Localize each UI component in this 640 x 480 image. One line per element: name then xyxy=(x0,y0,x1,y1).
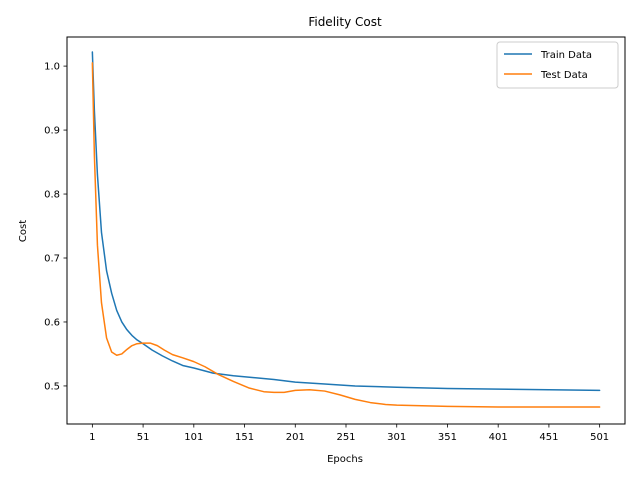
chart-title: Fidelity Cost xyxy=(308,15,382,29)
x-tick-label: 451 xyxy=(539,432,558,443)
x-tick-label: 151 xyxy=(235,432,254,443)
x-tick-label: 301 xyxy=(387,432,406,443)
y-axis: 0.5 0.6 0.7 0.8 0.9 1.0 xyxy=(44,62,67,392)
x-tick-label: 351 xyxy=(438,432,457,443)
y-tick-label: 0.7 xyxy=(44,254,60,265)
y-tick-label: 0.8 xyxy=(44,190,60,201)
series-layer xyxy=(91,51,601,408)
legend-label-1: Train Data xyxy=(540,50,592,61)
x-tick-label: 401 xyxy=(489,432,508,443)
plot-area: 1 51 101 151 201 251 301 351 401 451 501 0.50.60.7… xyxy=(44,36,626,443)
x-tick-label: 1 xyxy=(89,432,95,443)
x-tick-label: 201 xyxy=(286,432,305,443)
x-tick-label: 51 xyxy=(137,432,150,443)
series-line-2 xyxy=(91,62,601,408)
series-line-1 xyxy=(91,51,601,392)
y-tick-label: 0.5 xyxy=(44,381,60,392)
y-axis-label: Cost xyxy=(18,220,29,242)
legend-box xyxy=(496,41,619,89)
legend-label-2: Test Data xyxy=(540,70,588,81)
x-axis-label: Epochs xyxy=(327,454,363,465)
y-tick-label: 1.0 xyxy=(44,62,60,73)
x-tick-label: 501 xyxy=(590,432,609,443)
x-tick-label: 101 xyxy=(184,432,203,443)
y-tick-label: 0.9 xyxy=(44,126,60,137)
y-tick-label: 0.6 xyxy=(44,317,60,328)
x-axis: 1 51 101 151 201 251 301 351 401 451 501 xyxy=(89,424,609,443)
x-tick-label: 251 xyxy=(336,432,355,443)
legend: Train Data Test Data xyxy=(496,41,619,89)
